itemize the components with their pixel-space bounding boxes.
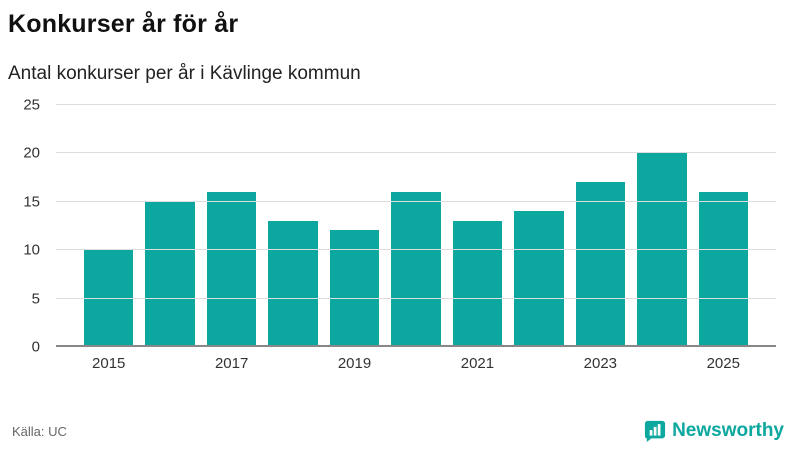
bars xyxy=(56,105,776,346)
bar-slot-2020 xyxy=(391,105,441,346)
bar-slot-2025 xyxy=(698,105,748,346)
x-tick-label-2021: 2021 xyxy=(460,355,495,372)
bar-2023 xyxy=(575,182,626,346)
bar-2025 xyxy=(698,191,748,346)
y-tick-label-5: 5 xyxy=(31,290,40,308)
bar-chart: 0 5 10 15 20 25 xyxy=(23,97,776,356)
bar-2020 xyxy=(391,191,441,346)
gridline-20 xyxy=(56,152,776,154)
newsworthy-logo[interactable]: Newsworthy xyxy=(644,420,784,442)
gridline-10 xyxy=(56,249,776,251)
bar-2019 xyxy=(329,230,380,346)
bar-slot-2022 xyxy=(514,105,564,346)
gridline-5 xyxy=(56,297,776,299)
bar-slot-2023 xyxy=(575,105,626,346)
y-tick-label-25: 25 xyxy=(23,96,40,114)
x-tick-label-2024 xyxy=(637,355,686,372)
bar-2016 xyxy=(145,201,195,346)
bar-slot-2021 xyxy=(452,105,503,346)
bar-slot-2015 xyxy=(84,105,134,346)
bar-slot-2019 xyxy=(329,105,380,346)
plot-area xyxy=(56,104,776,347)
bar-2018 xyxy=(268,220,318,346)
bar-2022 xyxy=(514,211,564,346)
x-tick-label-2020 xyxy=(391,355,440,372)
gridline-25 xyxy=(56,104,776,105)
brand-name: Newsworthy xyxy=(672,420,784,441)
gridline-0 xyxy=(56,345,776,347)
bar-2017 xyxy=(206,191,257,346)
y-axis: 0 5 10 15 20 25 xyxy=(8,97,46,356)
newsworthy-chart-icon xyxy=(644,420,666,442)
x-axis: 2015 2017 2019 2021 2023 2025 xyxy=(56,355,776,372)
bar-slot-2016 xyxy=(145,105,195,346)
footer: Källa: UC Newsworthy xyxy=(12,420,784,442)
bar-slot-2017 xyxy=(206,105,257,346)
x-tick-label-2016 xyxy=(145,355,194,372)
source-label: Källa: UC xyxy=(12,423,67,439)
chart-title: Konkurser år för år xyxy=(8,10,239,38)
bar-slot-2018 xyxy=(268,105,318,346)
y-tick-label-15: 15 xyxy=(23,193,40,211)
x-tick-label-2023: 2023 xyxy=(583,355,618,372)
y-tick-label-20: 20 xyxy=(23,144,40,162)
bar-2021 xyxy=(452,220,503,346)
bar-slot-2024 xyxy=(637,105,687,346)
x-tick-label-2018 xyxy=(268,355,317,372)
x-tick-label-2015: 2015 xyxy=(92,355,126,372)
x-tick-label-2022 xyxy=(514,355,563,372)
x-tick-label-2019: 2019 xyxy=(337,355,372,372)
y-tick-label-0: 0 xyxy=(31,338,40,356)
x-tick-label-2025: 2025 xyxy=(706,355,740,372)
y-tick-label-10: 10 xyxy=(23,241,40,259)
chart-subtitle: Antal konkurser per år i Kävlinge kommun xyxy=(8,63,361,84)
gridline-15 xyxy=(56,200,776,202)
x-tick-label-2017: 2017 xyxy=(214,355,249,372)
